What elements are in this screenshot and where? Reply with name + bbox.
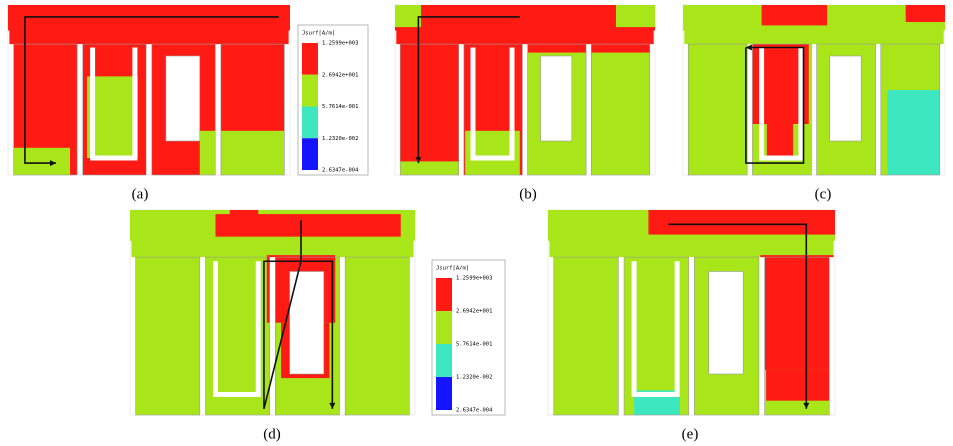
- legend-label: 2.6347e-004: [322, 168, 359, 174]
- legend-label: 1.2599e+003: [322, 41, 358, 47]
- field-region: [760, 255, 835, 370]
- panel: [548, 210, 835, 415]
- legend-label: 2.6942e+001: [322, 72, 358, 78]
- legend-label: 1.2320e-002: [322, 136, 358, 142]
- legend-swatch: [436, 377, 452, 410]
- legend-swatch: [302, 107, 318, 139]
- legend: Jsurf[A/m] 1.2599e+003 2.6942e+001 5.7614e-…: [432, 260, 505, 415]
- legend-label: 5.7614e-001: [456, 342, 492, 348]
- field-region: [616, 5, 655, 27]
- legend-swatch: [302, 75, 318, 107]
- panel-caption: (e): [682, 426, 699, 442]
- legend-label: 5.7614e-001: [322, 104, 358, 110]
- panel: [683, 5, 945, 175]
- field-region: [395, 5, 421, 27]
- legend-swatch: [302, 43, 318, 75]
- legend-title: Jsurf[A/m]: [302, 31, 335, 37]
- field-region: [887, 90, 945, 175]
- panel: [130, 210, 415, 415]
- figure: (a) (b) (c) (d) (e) Jsurf[A/m] 1.2599e+003 2.69…: [0, 0, 953, 446]
- field-region: [767, 124, 793, 158]
- field-region: [766, 370, 829, 401]
- panel-caption: (c): [815, 186, 832, 202]
- panel: [8, 5, 290, 175]
- legend-swatch: [436, 344, 452, 377]
- field-region: [8, 148, 70, 175]
- legend-title: Jsurf[A/m]: [436, 266, 469, 272]
- legend-swatch: [436, 311, 452, 344]
- panel-caption: (a): [132, 186, 149, 202]
- window: [166, 56, 200, 141]
- field-region: [762, 5, 828, 25]
- legend-label: 1.2599e+003: [456, 276, 492, 282]
- legend: Jsurf[A/m] 1.2599e+003 2.6942e+001 5.7614e-…: [298, 25, 368, 175]
- panel-caption: (b): [519, 186, 537, 202]
- panel: [395, 5, 655, 175]
- window: [709, 272, 743, 375]
- field-region: [906, 5, 945, 22]
- legend-label: 2.6942e+001: [456, 309, 492, 315]
- window: [830, 56, 861, 141]
- window: [541, 56, 572, 141]
- legend-swatch: [436, 278, 452, 311]
- field-region: [395, 161, 460, 175]
- panel-caption: (d): [263, 426, 281, 442]
- field-region: [230, 210, 259, 220]
- field-region: [200, 131, 290, 175]
- legend-swatch: [302, 138, 318, 170]
- legend-label: 1.2320e-002: [456, 375, 492, 381]
- field-region: [149, 14, 234, 23]
- legend-label: 2.6347e-004: [456, 408, 493, 414]
